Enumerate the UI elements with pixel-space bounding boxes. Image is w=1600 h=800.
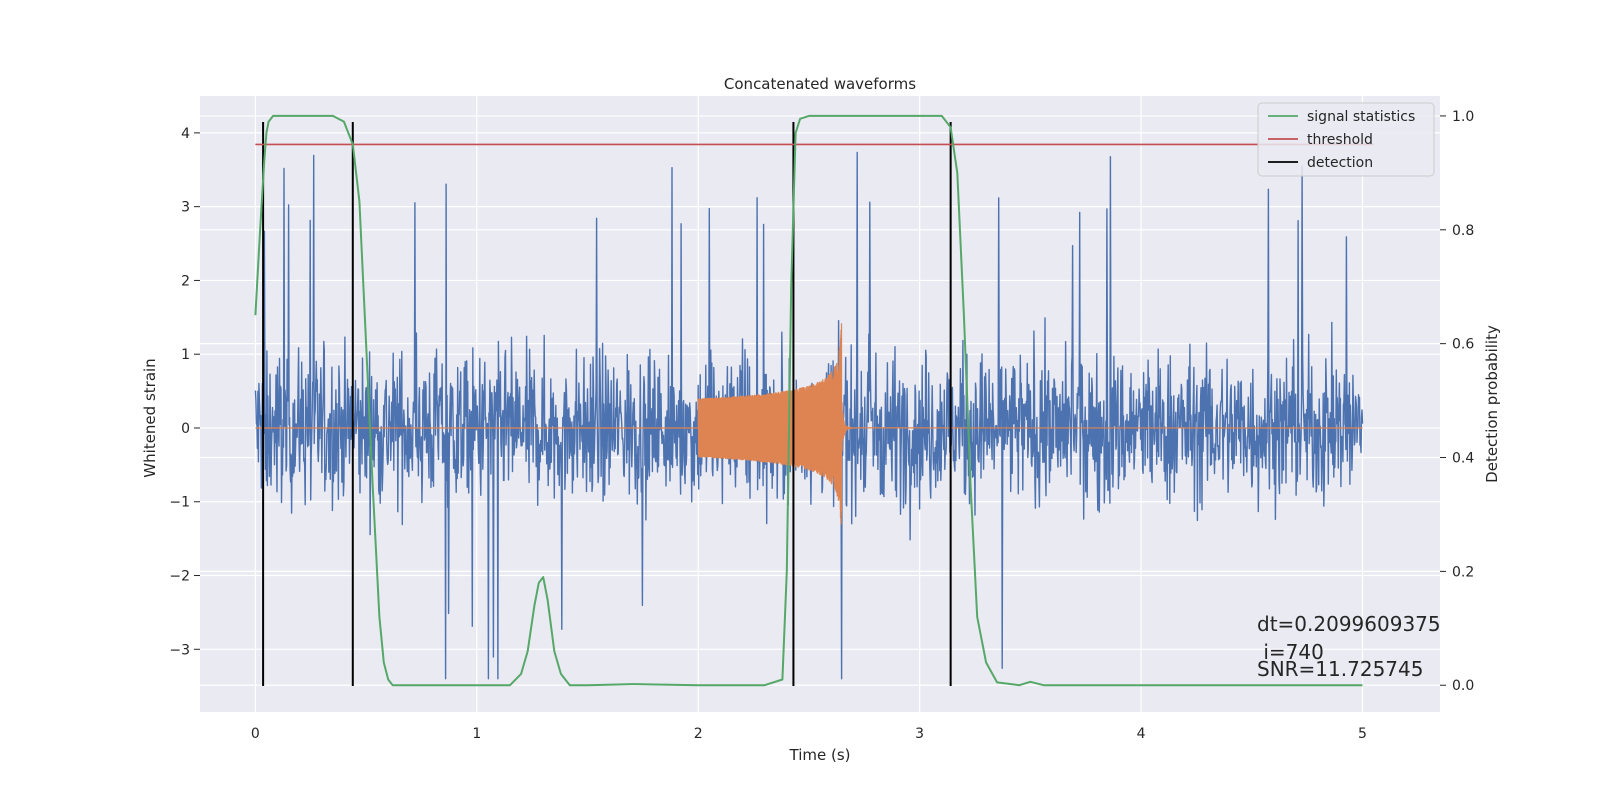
x-tick-label: 3 (915, 726, 924, 742)
y2-tick-label: 0.8 (1452, 223, 1474, 239)
signal-statistics-line (254, 114, 1363, 687)
x-tick-label: 5 (1358, 726, 1367, 742)
x-tick-label: 1 (472, 726, 481, 742)
annotation-i: i=740 (1257, 640, 1324, 664)
x-tick-label: 0 (251, 726, 260, 742)
y-tick-label: 0 (181, 421, 190, 437)
x-tick-label: 4 (1137, 726, 1146, 742)
chart-title: Concatenated waveforms (724, 75, 916, 93)
y2-axis-label: Detection probability (1483, 325, 1501, 483)
annotation-dt: dt=0.2099609375 (1257, 612, 1441, 636)
y2-tick-label: 1.0 (1452, 109, 1474, 125)
legend: signal statistics threshold detection (1257, 102, 1435, 177)
signal-statistics-series (254, 114, 1363, 687)
y-tick-label: 3 (181, 200, 190, 216)
injection-series (255, 323, 1363, 525)
legend-label-signal-statistics: signal statistics (1307, 109, 1415, 125)
y-tick-label: 1 (181, 347, 190, 363)
y2-tick-label: 0.2 (1452, 564, 1474, 580)
y2-tick-label: 0.6 (1452, 337, 1474, 353)
y-tick-label: 4 (181, 126, 190, 142)
y2-tick-label: 0.0 (1452, 678, 1474, 694)
legend-label-detection: detection (1307, 155, 1373, 171)
y-tick-label: −2 (169, 569, 190, 585)
x-tick-label: 2 (694, 726, 703, 742)
legend-label-threshold: threshold (1307, 132, 1373, 148)
legend-box (1257, 102, 1435, 177)
y-tick-label: −3 (169, 642, 190, 658)
y-tick-label: −1 (169, 495, 190, 511)
annotations: dt=0.2099609375 i=740 SNR=11.725745 (1257, 612, 1441, 681)
annotation-snr: SNR=11.725745 (1257, 657, 1423, 681)
x-axis-label: Time (s) (789, 746, 851, 764)
y2-tick-label: 0.4 (1452, 451, 1474, 467)
ticks: 0 1 2 3 4 5 −3 −2 −1 0 1 2 3 4 0.0 0.2 0.4 0.6 0.8 1.0 (169, 109, 1474, 742)
injection-line (255, 323, 1363, 525)
y-tick-label: 2 (181, 273, 190, 289)
y-axis-label: Whitened strain (141, 358, 159, 477)
